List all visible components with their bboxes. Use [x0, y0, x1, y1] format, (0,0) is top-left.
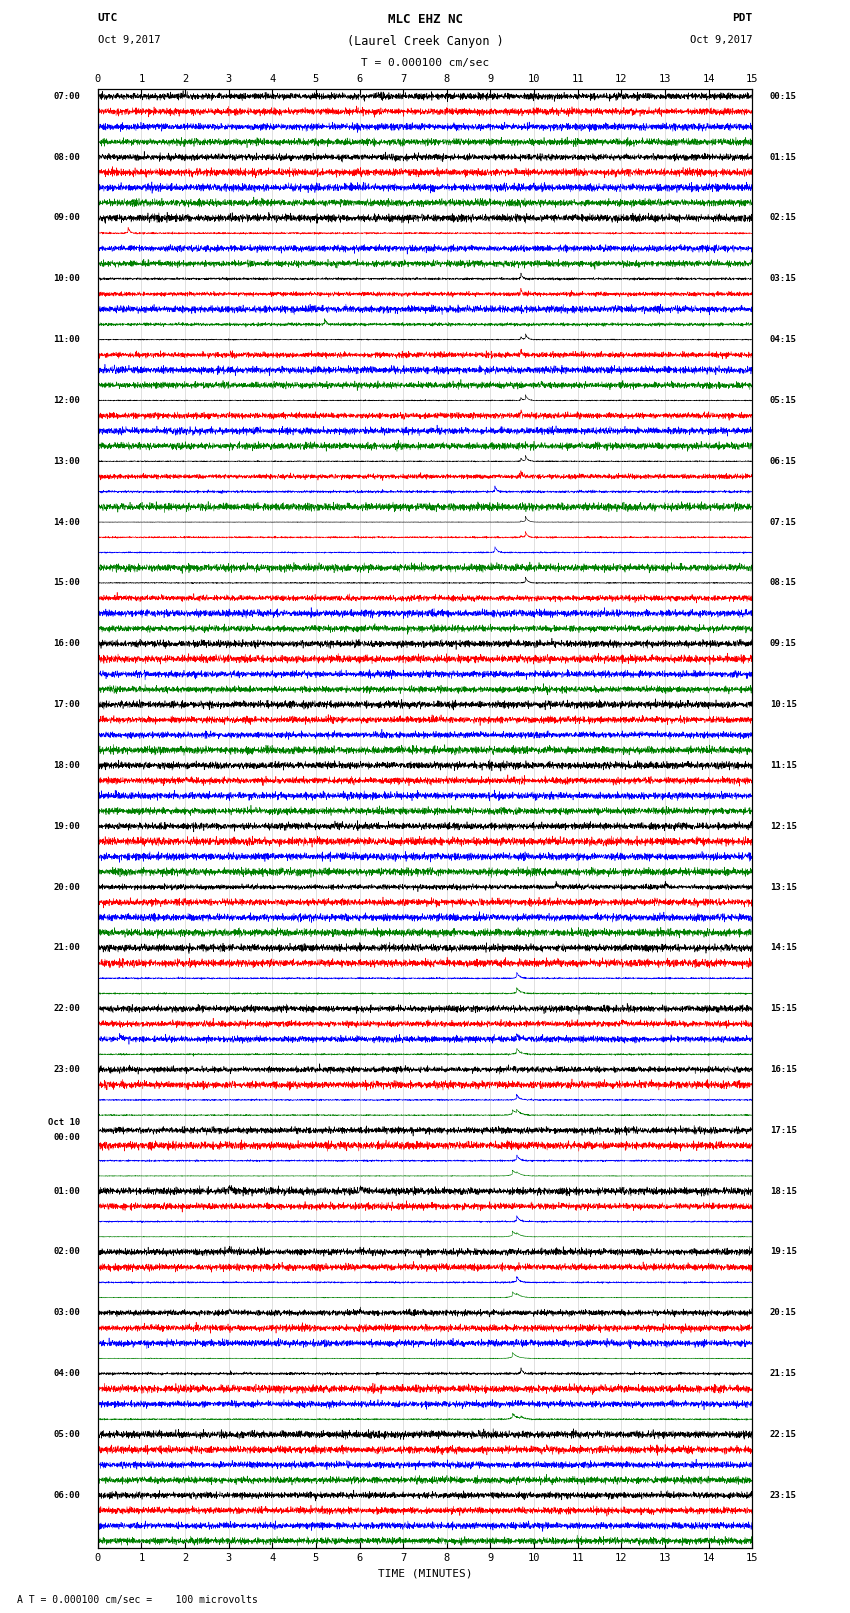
- Text: 06:15: 06:15: [770, 456, 796, 466]
- Text: 02:00: 02:00: [54, 1247, 80, 1257]
- Text: 06:00: 06:00: [54, 1490, 80, 1500]
- Text: 08:00: 08:00: [54, 153, 80, 161]
- Text: 18:00: 18:00: [54, 761, 80, 769]
- Text: 17:15: 17:15: [770, 1126, 796, 1136]
- Text: 21:15: 21:15: [770, 1369, 796, 1378]
- Text: 07:15: 07:15: [770, 518, 796, 526]
- Text: 13:15: 13:15: [770, 882, 796, 892]
- Text: 14:00: 14:00: [54, 518, 80, 526]
- Text: 19:15: 19:15: [770, 1247, 796, 1257]
- Text: 01:15: 01:15: [770, 153, 796, 161]
- Text: 15:15: 15:15: [770, 1005, 796, 1013]
- Text: T = 0.000100 cm/sec: T = 0.000100 cm/sec: [361, 58, 489, 68]
- Text: 14:15: 14:15: [770, 944, 796, 952]
- Text: Oct 10: Oct 10: [48, 1118, 80, 1127]
- Text: Oct 9,2017: Oct 9,2017: [98, 35, 161, 45]
- Text: 22:00: 22:00: [54, 1005, 80, 1013]
- Text: 00:15: 00:15: [770, 92, 796, 102]
- Text: 05:15: 05:15: [770, 395, 796, 405]
- Text: 17:00: 17:00: [54, 700, 80, 710]
- Text: (Laurel Creek Canyon ): (Laurel Creek Canyon ): [347, 35, 503, 48]
- Text: 07:00: 07:00: [54, 92, 80, 102]
- Text: 05:00: 05:00: [54, 1431, 80, 1439]
- Text: 09:00: 09:00: [54, 213, 80, 223]
- Text: 02:15: 02:15: [770, 213, 796, 223]
- Text: 20:00: 20:00: [54, 882, 80, 892]
- Text: 08:15: 08:15: [770, 579, 796, 587]
- Text: UTC: UTC: [98, 13, 118, 23]
- Text: 03:00: 03:00: [54, 1308, 80, 1318]
- Text: 10:15: 10:15: [770, 700, 796, 710]
- Text: 11:00: 11:00: [54, 336, 80, 344]
- Text: 19:00: 19:00: [54, 821, 80, 831]
- Text: 12:00: 12:00: [54, 395, 80, 405]
- Text: 01:00: 01:00: [54, 1187, 80, 1195]
- Text: 09:15: 09:15: [770, 639, 796, 648]
- Text: 18:15: 18:15: [770, 1187, 796, 1195]
- Text: 23:15: 23:15: [770, 1490, 796, 1500]
- Text: Oct 9,2017: Oct 9,2017: [689, 35, 752, 45]
- Text: 12:15: 12:15: [770, 821, 796, 831]
- Text: 16:00: 16:00: [54, 639, 80, 648]
- Text: 10:00: 10:00: [54, 274, 80, 284]
- Text: A T = 0.000100 cm/sec =    100 microvolts: A T = 0.000100 cm/sec = 100 microvolts: [17, 1595, 258, 1605]
- Text: 16:15: 16:15: [770, 1065, 796, 1074]
- Text: 23:00: 23:00: [54, 1065, 80, 1074]
- Text: 15:00: 15:00: [54, 579, 80, 587]
- Text: MLC EHZ NC: MLC EHZ NC: [388, 13, 462, 26]
- Text: 00:00: 00:00: [54, 1134, 80, 1142]
- Text: 04:00: 04:00: [54, 1369, 80, 1378]
- Text: 20:15: 20:15: [770, 1308, 796, 1318]
- Text: 04:15: 04:15: [770, 336, 796, 344]
- Text: 21:00: 21:00: [54, 944, 80, 952]
- Text: 11:15: 11:15: [770, 761, 796, 769]
- X-axis label: TIME (MINUTES): TIME (MINUTES): [377, 1569, 473, 1579]
- Text: 13:00: 13:00: [54, 456, 80, 466]
- Text: PDT: PDT: [732, 13, 752, 23]
- Text: 22:15: 22:15: [770, 1431, 796, 1439]
- Text: 03:15: 03:15: [770, 274, 796, 284]
